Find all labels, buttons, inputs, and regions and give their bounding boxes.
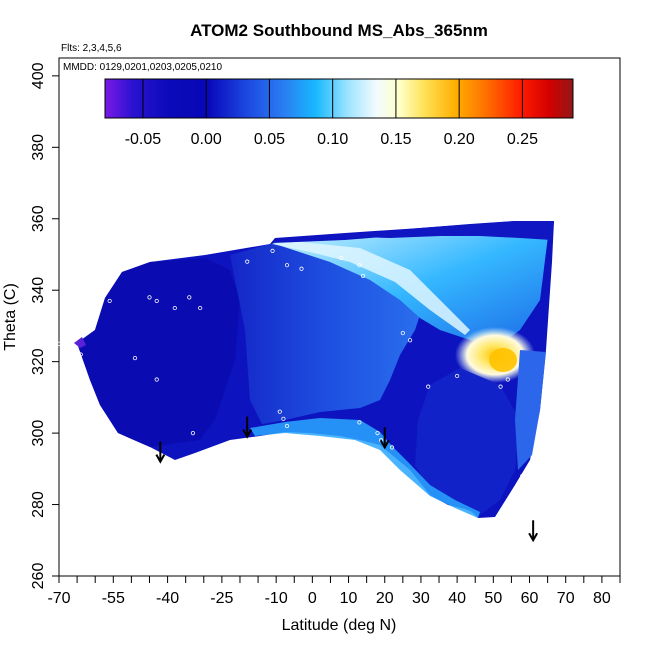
sample-marker [172,305,177,311]
colorbar-label: 0.15 [380,131,411,148]
sample-marker [357,420,362,425]
y-axis-title: Theta (C) [2,283,19,351]
sample-marker [154,377,159,382]
colorbar-tick-labels: -0.05 0.00 0.05 0.10 0.15 0.20 0.25 [125,131,538,148]
sample-marker [187,295,192,300]
down-arrow-icon [155,441,166,464]
sample-marker [284,263,290,268]
sample-marker [407,338,413,343]
colorbar-tick-lines [142,79,523,118]
sample-markers [56,248,525,479]
colorbar-label: 0.10 [317,131,348,148]
sample-marker [299,266,304,271]
sample-marker [389,445,395,450]
sample-marker [455,373,460,379]
field-right-strip [515,350,546,470]
x-axis-title: Latitude (deg N) [282,617,397,634]
y-axis: 260 280 300 320 340 360 380 400 [30,62,59,589]
sample-marker [154,298,159,304]
field-light-streak [272,242,470,335]
y-tick-label: 280 [30,491,47,518]
sample-marker [107,298,112,304]
field-lower-right [415,368,520,515]
sample-marker [78,352,83,357]
field-purple-tip [74,337,86,348]
sample-marker [198,305,203,311]
colorbar-label: 0.00 [191,131,222,148]
sample-marker [281,416,286,421]
sample-marker [400,330,405,336]
sample-marker [132,355,138,361]
date-annotation: MMDD: 0129,0201,0203,0205,0210 [63,62,222,73]
x-tick-label: 0 [308,590,317,607]
y-tick-label: 340 [30,277,47,304]
sample-marker [103,270,109,275]
sample-marker [357,263,362,268]
x-tick-label: 60 [521,590,539,607]
y-tick-label: 320 [30,348,47,375]
field-upper-band [330,221,554,240]
sample-marker [147,295,152,300]
sample-marker [67,348,72,354]
field-center [230,240,425,424]
down-arrow-icon [242,416,253,439]
sample-marker [284,423,290,429]
sample-marker [277,409,282,414]
x-tick-label: -25 [210,590,233,607]
y-tick-label: 300 [30,420,47,447]
sample-marker [375,431,380,436]
colorbar-label: -0.05 [125,131,162,148]
x-tick-label: 80 [593,590,611,607]
sample-marker [245,259,250,264]
sample-marker [190,431,196,436]
heatmap-field [74,221,554,518]
x-tick-label: -55 [102,590,125,607]
sample-marker [520,473,525,479]
sample-marker [498,384,503,389]
y-tick-label: 260 [30,563,47,590]
chart-title: ATOM2 Southbound MS_Abs_365nm [190,21,488,40]
sample-marker [339,255,344,261]
x-tick-label: 70 [557,590,575,607]
field-hotspot-core [489,348,517,372]
x-tick-label: 10 [340,590,358,607]
sample-marker [270,248,275,254]
field-bottom-edge [250,418,480,518]
colorbar [104,78,574,119]
sample-marker [56,341,62,346]
down-arrow-icon [379,427,390,450]
y-tick-label: 400 [30,62,47,89]
x-tick-label: -10 [265,590,288,607]
x-tick-label: 20 [376,590,394,607]
x-tick-label: 30 [412,590,430,607]
sample-marker [505,377,510,382]
y-tick-label: 360 [30,205,47,232]
sample-marker [360,273,366,279]
x-tick-label: -40 [156,590,179,607]
colorbar-label: 0.25 [507,131,538,148]
flights-annotation: Flts: 2,3,4,5,6 [61,43,122,54]
sample-marker [426,384,431,389]
profile-arrows [155,416,539,543]
colorbar-label: 0.20 [444,131,475,148]
field-left [77,258,240,447]
y-tick-label: 380 [30,134,47,161]
colorbar-label: 0.05 [254,131,285,148]
plot-frame [58,57,621,577]
x-tick-label: -70 [47,590,70,607]
x-tick-label: 50 [484,590,502,607]
down-arrow-icon [528,520,539,543]
x-tick-label: 40 [448,590,466,607]
x-axis: -70 -55 -40 -25 -10 0 10 20 30 40 50 60 70 80 [47,576,621,607]
